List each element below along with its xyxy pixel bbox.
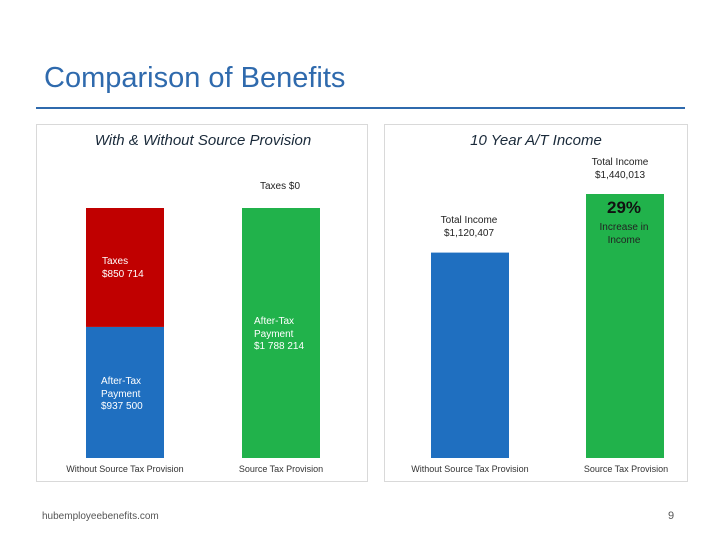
after-tax-without-label: After-Tax Payment $937 500 — [101, 376, 181, 414]
taxes-zero-label: Taxes $0 — [238, 181, 322, 194]
title-divider — [36, 107, 685, 109]
page-number: 9 — [668, 510, 675, 522]
after-tax-with-label: After-Tax Payment $1 788 214 — [254, 316, 334, 354]
after-tax-with-label-line2: Payment — [254, 328, 294, 340]
increase-label-line2: Income — [607, 234, 641, 246]
left-chart-title: With & Without Source Provision — [94, 132, 312, 149]
right-chart-title: 10 Year A/T Income — [470, 132, 602, 149]
total-without-label: Total Income $1,120,407 — [427, 215, 511, 240]
right-category-with: Source Tax Provision — [583, 464, 669, 474]
total-income-bar-without — [431, 252, 509, 458]
after-tax-without-label-line3: $937 500 — [101, 401, 143, 412]
total-with-label-line1: Total Income — [591, 157, 649, 168]
footer-site: hubemployeebenefits.com — [42, 511, 159, 522]
taxes-zero-label-text: Taxes $0 — [259, 181, 301, 192]
total-income-bar-with — [586, 194, 664, 458]
right-category-without: Without Source Tax Provision — [411, 464, 529, 474]
left-category-without: Without Source Tax Provision — [66, 464, 184, 474]
slide-title: Comparison of Benefits — [44, 62, 346, 94]
total-with-label-line2: $1,440,013 — [594, 169, 646, 181]
left-chart-bars — [86, 208, 320, 458]
right-chart-bars — [431, 194, 664, 458]
taxes-bar-without — [86, 208, 164, 327]
after-tax-bar-without — [86, 326, 164, 458]
after-tax-with-label-line1: After-Tax — [254, 316, 295, 327]
taxes-without-label-line2: $850 714 — [102, 268, 144, 280]
increase-label: Increase in Income — [584, 222, 664, 247]
increase-percent: 29% — [606, 198, 642, 217]
total-without-label-line1: Total Income — [440, 215, 498, 226]
taxes-without-label-line1: Taxes — [102, 256, 129, 267]
after-tax-with-label-line3: $1 788 214 — [254, 341, 305, 352]
taxes-without-label: Taxes $850 714 — [102, 256, 182, 281]
total-without-label-line2: $1,120,407 — [443, 227, 495, 239]
after-tax-without-label-line2: Payment — [101, 388, 141, 400]
left-category-with: Source Tax Provision — [238, 464, 324, 474]
total-with-label: Total Income $1,440,013 — [578, 157, 662, 182]
after-tax-without-label-line1: After-Tax — [101, 376, 142, 387]
increase-label-line1: Increase in — [599, 222, 649, 233]
after-tax-bar-with — [242, 208, 320, 458]
